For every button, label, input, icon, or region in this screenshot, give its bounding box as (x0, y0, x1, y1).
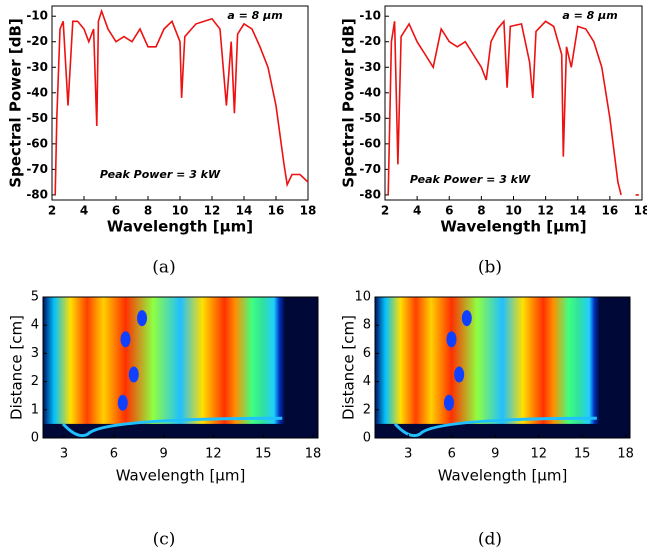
heatmap-blob (446, 331, 457, 348)
y-tick-label: -60 (26, 136, 48, 150)
heatmap-blob (128, 366, 139, 383)
y-tick-label: 4 (31, 318, 39, 333)
y-tick-label: 10 (354, 290, 371, 305)
x-tick-label: 18 (617, 447, 634, 462)
x-tick-label: 2 (48, 204, 56, 218)
x-tick-label: 15 (255, 447, 272, 462)
x-tick-label: 2 (381, 204, 389, 218)
y-tick-label: -80 (26, 187, 48, 201)
x-tick-label: 4 (80, 204, 88, 218)
y-tick-label: -40 (359, 85, 381, 99)
y-tick-label: 1 (31, 402, 39, 417)
heatmap-front (393, 416, 597, 438)
x-tick-label: 12 (205, 447, 222, 462)
x-tick-label: 12 (537, 204, 554, 218)
x-tick-label: 3 (60, 447, 68, 462)
y-tick-label: 2 (31, 374, 39, 389)
annotation: a = 8 μm (227, 9, 282, 22)
y-axis-label: Distance [cm] (8, 315, 26, 420)
caption: (c) (153, 530, 176, 550)
caption: (d) (478, 530, 502, 550)
plot-frame (42, 296, 319, 439)
y-tick-label: 0 (363, 431, 371, 446)
y-tick-label: -40 (26, 85, 48, 99)
spectrum-line (387, 19, 639, 196)
y-tick-label: 0 (31, 431, 39, 446)
y-tick-label: 2 (363, 402, 371, 417)
x-tick-label: 12 (204, 204, 221, 218)
x-tick-label: 16 (268, 204, 285, 218)
x-tick-label: 10 (172, 204, 189, 218)
x-tick-label: 10 (505, 204, 522, 218)
y-tick-label: -20 (26, 34, 48, 48)
y-tick-label: -70 (26, 162, 48, 176)
annotation: a = 8 μm (562, 9, 617, 22)
y-axis-label: Distance [cm] (340, 315, 358, 420)
annotation: Peak Power = 3 kW (100, 168, 221, 181)
x-tick-label: 8 (144, 204, 152, 218)
x-tick-label: 18 (300, 204, 317, 218)
heatmap-blob (117, 394, 128, 411)
y-tick-label: -50 (26, 111, 48, 125)
heatmap-blob (461, 310, 472, 327)
x-tick-label: 12 (530, 447, 547, 462)
y-tick-label: -30 (359, 60, 381, 74)
x-tick-label: 16 (602, 204, 619, 218)
plot-frame (384, 5, 643, 201)
y-tick-label: -50 (359, 111, 381, 125)
x-tick-label: 14 (569, 204, 586, 218)
heatmap-blob (443, 394, 454, 411)
y-tick-label: -70 (359, 162, 381, 176)
x-tick-label: 8 (477, 204, 485, 218)
x-tick-label: 3 (404, 447, 412, 462)
x-tick-label: 15 (574, 447, 591, 462)
x-tick-label: 18 (634, 204, 647, 218)
y-tick-label: 8 (363, 318, 371, 333)
x-tick-label: 4 (413, 204, 421, 218)
heatmap-blob (120, 331, 131, 348)
heatmap-blob (454, 366, 465, 383)
y-tick-label: -10 (26, 9, 48, 23)
y-tick-label: -60 (359, 136, 381, 150)
spectrum-line (54, 8, 309, 195)
plot-frame (374, 296, 631, 439)
y-tick-label: 4 (363, 374, 371, 389)
y-tick-label: -10 (359, 9, 381, 23)
y-axis-label: Spectral Power [dB] (7, 18, 25, 188)
x-tick-label: 9 (160, 447, 168, 462)
y-axis-label: Spectral Power [dB] (340, 18, 358, 188)
x-tick-label: 14 (236, 204, 253, 218)
annotation: Peak Power = 3 kW (410, 173, 531, 186)
y-tick-label: 3 (31, 346, 39, 361)
y-tick-label: 5 (31, 290, 39, 305)
x-tick-label: 6 (110, 447, 118, 462)
x-axis-label: Wavelength [μm] (107, 218, 253, 236)
x-tick-label: 9 (491, 447, 499, 462)
y-tick-label: -30 (26, 60, 48, 74)
x-tick-label: 6 (445, 204, 453, 218)
caption: (a) (152, 258, 175, 278)
x-tick-label: 18 (305, 447, 322, 462)
x-tick-label: 6 (448, 447, 456, 462)
y-tick-label: -20 (359, 34, 381, 48)
caption: (b) (478, 258, 502, 278)
x-tick-label: 6 (112, 204, 120, 218)
heatmap-image (43, 297, 318, 438)
x-axis-label: Wavelength [μm] (116, 467, 246, 485)
x-axis-label: Wavelength [μm] (438, 467, 568, 485)
heatmap-floor (43, 423, 318, 438)
y-tick-label: -80 (359, 187, 381, 201)
heatmap-image (375, 297, 630, 438)
heatmap-front (61, 416, 283, 438)
heatmap-blob (137, 310, 147, 327)
y-tick-label: 6 (363, 346, 371, 361)
x-axis-label: Wavelength [μm] (440, 218, 586, 236)
